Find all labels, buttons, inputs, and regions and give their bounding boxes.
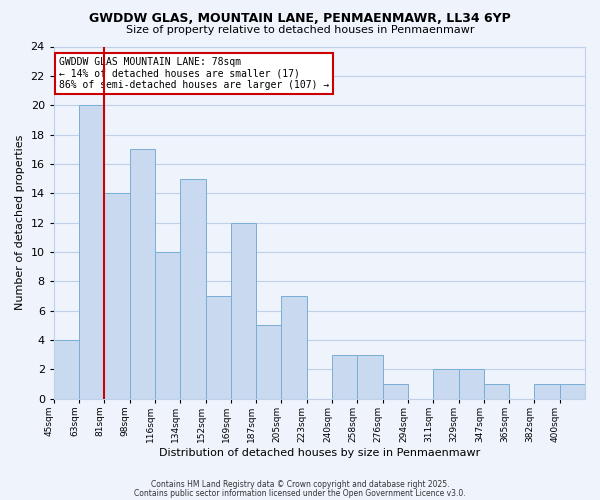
Bar [458, 370, 484, 398]
Bar [256, 326, 281, 398]
Y-axis label: Number of detached properties: Number of detached properties [15, 135, 25, 310]
Bar [484, 384, 509, 398]
Bar [231, 222, 256, 398]
Bar [383, 384, 408, 398]
Bar [281, 296, 307, 398]
Text: Contains HM Land Registry data © Crown copyright and database right 2025.: Contains HM Land Registry data © Crown c… [151, 480, 449, 489]
Text: GWDDW GLAS, MOUNTAIN LANE, PENMAENMAWR, LL34 6YP: GWDDW GLAS, MOUNTAIN LANE, PENMAENMAWR, … [89, 12, 511, 26]
Bar [181, 178, 206, 398]
Bar [104, 193, 130, 398]
Bar [54, 340, 79, 398]
X-axis label: Distribution of detached houses by size in Penmaenmawr: Distribution of detached houses by size … [159, 448, 480, 458]
Bar [358, 354, 383, 399]
Bar [560, 384, 585, 398]
Bar [79, 105, 104, 399]
Bar [535, 384, 560, 398]
Bar [155, 252, 181, 398]
Text: Size of property relative to detached houses in Penmaenmawr: Size of property relative to detached ho… [126, 25, 474, 35]
Bar [130, 149, 155, 398]
Text: Contains public sector information licensed under the Open Government Licence v3: Contains public sector information licen… [134, 488, 466, 498]
Bar [433, 370, 458, 398]
Bar [332, 354, 358, 399]
Bar [206, 296, 231, 398]
Text: GWDDW GLAS MOUNTAIN LANE: 78sqm
← 14% of detached houses are smaller (17)
86% of: GWDDW GLAS MOUNTAIN LANE: 78sqm ← 14% of… [59, 57, 329, 90]
